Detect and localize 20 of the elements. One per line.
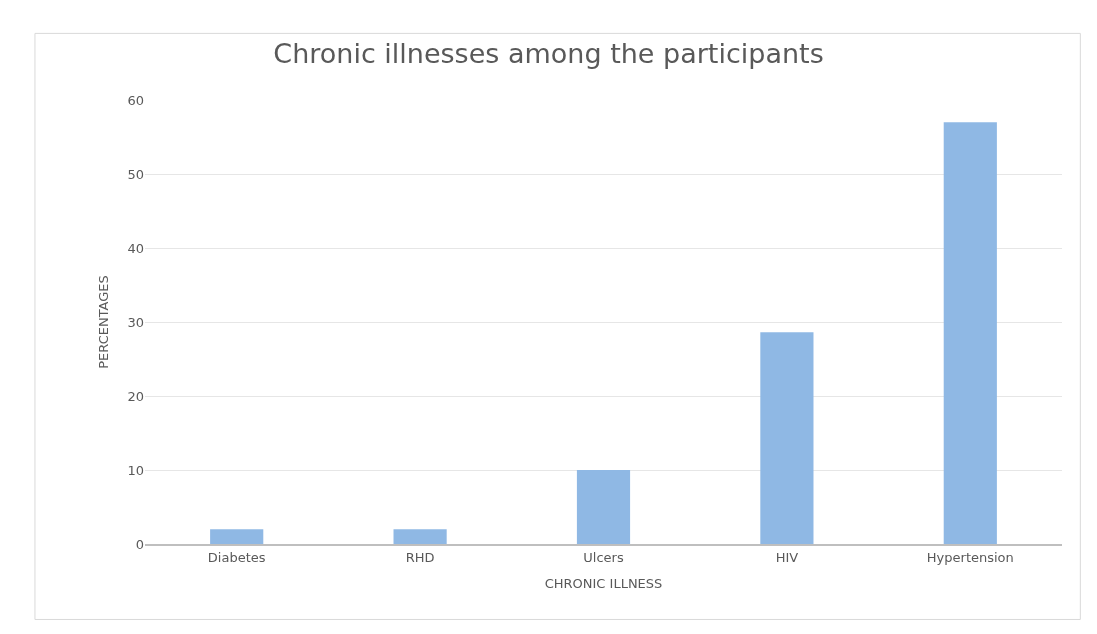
x-tick-label: Hypertension [926, 549, 1014, 565]
bar [943, 122, 997, 544]
y-tick-label: 30 [127, 314, 144, 330]
y-tick-label: 50 [127, 166, 144, 182]
bar [760, 332, 814, 544]
y-axis-title: PERCENTAGES [96, 275, 112, 369]
x-tick-label: HIV [775, 549, 799, 565]
chart-title: Chronic illnesses among the participants [273, 38, 824, 70]
x-tick-label: RHD [405, 549, 435, 565]
x-tick-label: Ulcers [583, 549, 624, 565]
bar [576, 470, 631, 544]
x-tick-label: Diabetes [207, 549, 266, 565]
bar [393, 529, 447, 544]
y-tick-label: 10 [127, 462, 144, 478]
y-tick-label: 20 [127, 388, 144, 404]
bar [210, 529, 264, 544]
x-axis-title: CHRONIC ILLNESS [544, 575, 663, 591]
y-tick-label: 40 [127, 240, 144, 256]
y-tick-label: 60 [127, 92, 144, 108]
y-tick-label: 0 [135, 536, 144, 552]
